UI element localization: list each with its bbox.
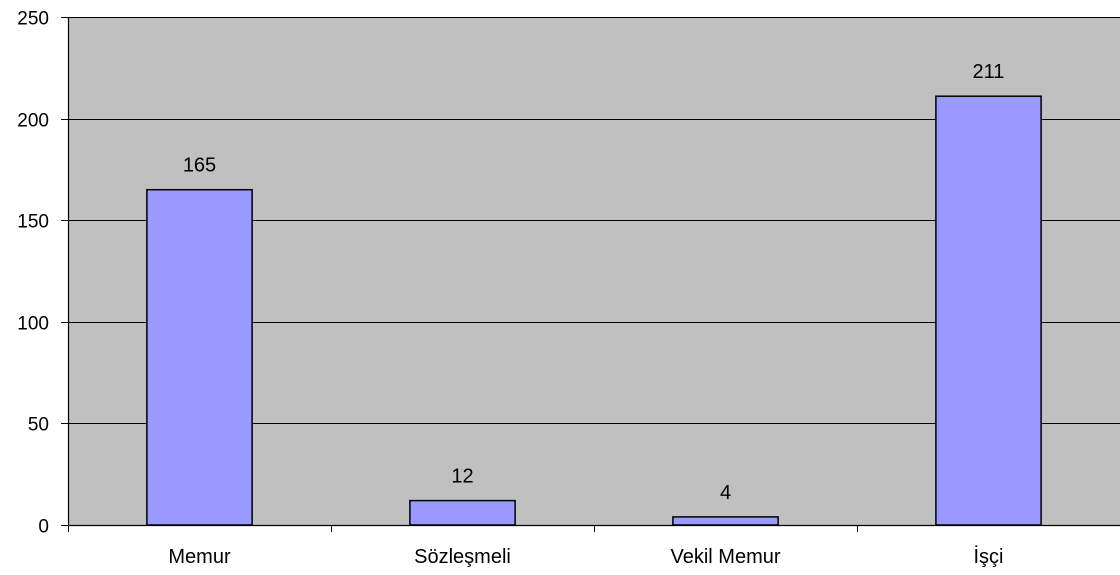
y-tick-label: 100	[17, 314, 49, 335]
bar-3	[672, 516, 779, 526]
y-axis: 0 50 100 150 200 250	[17, 9, 70, 538]
y-tick-label: 200	[17, 111, 49, 132]
data-label: 4	[720, 482, 731, 504]
category-label: İşçi	[974, 545, 1004, 568]
y-tick-label: 50	[28, 415, 49, 436]
category-label: Sözleşmeli	[414, 546, 511, 568]
x-axis: Memur Sözleşmeli Vekil Memur İşçi	[68, 524, 1120, 568]
bar-2	[409, 499, 516, 526]
bars	[146, 95, 1042, 526]
data-label: 211	[973, 61, 1005, 83]
category-label: Vekil Memur	[670, 546, 780, 568]
bar-4	[935, 95, 1042, 526]
y-tick-label: 0	[38, 517, 49, 538]
data-labels: 165 12 4 211	[183, 61, 1005, 504]
y-tick-label: 250	[17, 9, 49, 30]
data-label: 165	[183, 155, 216, 177]
category-label: Memur	[168, 546, 231, 568]
data-label: 12	[451, 466, 473, 488]
y-tick-label: 150	[17, 212, 49, 233]
bar-1	[146, 188, 253, 526]
